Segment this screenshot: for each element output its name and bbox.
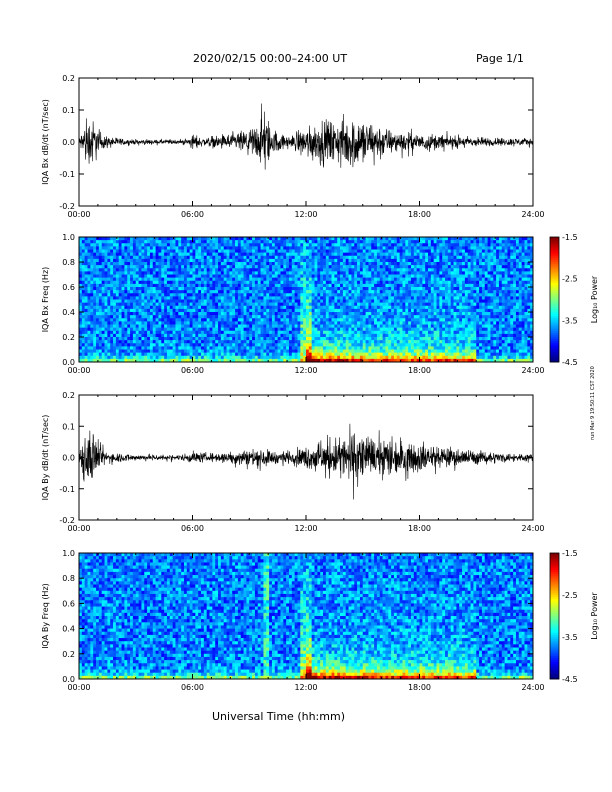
y-tick-label-3-0: 1.0 (62, 549, 75, 558)
run-timestamp: run Mar 9 19:50:11 CST 2020 (590, 366, 596, 440)
colorbar-tick-label-3-2: -3.5 (562, 633, 578, 642)
x-tick-label-1-1: 06:00 (181, 366, 204, 375)
y-tick-label-2-1: 0.1 (62, 422, 75, 431)
spectrogram-cells-3 (79, 553, 534, 680)
x-tick-label-0-2: 12:00 (294, 210, 317, 219)
page-number: Page 1/1 (476, 52, 524, 65)
y-tick-label-2-0: 0.2 (62, 391, 75, 400)
colorbar-label-3: Log₁₀ Power (590, 592, 599, 640)
y-tick-label-3-3: 0.4 (62, 625, 75, 634)
x-tick-label-3-1: 06:00 (181, 683, 204, 692)
y-tick-label-3-5: 0.0 (62, 675, 75, 684)
x-tick-label-0-4: 24:00 (521, 210, 544, 219)
x-tick-label-1-3: 18:00 (408, 366, 431, 375)
x-tick-label-1-0: 00:00 (67, 366, 90, 375)
y-tick-label-3-2: 0.6 (62, 599, 75, 608)
spectrogram-cells-1 (79, 237, 534, 363)
colorbar-tick-label-1-2: -3.5 (562, 316, 578, 325)
y-tick-label-2-2: 0.0 (62, 454, 75, 463)
x-tick-label-3-4: 24:00 (521, 683, 544, 692)
colorbar-frame-3 (549, 552, 560, 680)
y-tick-label-0-2: 0.0 (62, 138, 75, 147)
colorbar-label-1: Log₁₀ Power (590, 275, 599, 323)
y-tick-label-3-4: 0.2 (62, 650, 75, 659)
colorbar-tick-label-3-0: -1.5 (562, 549, 578, 558)
y-tick-label-2-4: -0.2 (59, 516, 75, 525)
y-tick-label-1-3: 0.4 (62, 308, 75, 317)
colorbar-frame-1 (549, 236, 560, 363)
x-tick-label-3-0: 00:00 (67, 683, 90, 692)
x-tick-label-2-0: 00:00 (67, 524, 90, 533)
x-tick-label-2-3: 18:00 (408, 524, 431, 533)
y-tick-label-0-4: -0.2 (59, 202, 75, 211)
colorbar-3 (550, 553, 559, 680)
y-axis-label-2: IQA By dB/dt (nT/sec) (41, 415, 50, 501)
y-axis-label-3: IQA By Freq (Hz) (41, 583, 50, 649)
y-tick-label-1-4: 0.2 (62, 333, 75, 342)
x-tick-label-2-2: 12:00 (294, 524, 317, 533)
x-tick-label-0-0: 00:00 (67, 210, 90, 219)
x-tick-label-0-1: 06:00 (181, 210, 204, 219)
colorbar-tick-label-3-1: -2.5 (562, 591, 578, 600)
colorbar-tick-label-1-0: -1.5 (562, 233, 578, 242)
x-tick-label-1-2: 12:00 (294, 366, 317, 375)
signal-trace-2 (78, 423, 534, 500)
y-axis-label-0: IQA Bx dB/dt (nT/sec) (41, 99, 50, 185)
y-tick-label-1-2: 0.6 (62, 283, 75, 292)
x-tick-label-0-3: 18:00 (408, 210, 431, 219)
x-axis-label: Universal Time (hh:mm) (212, 710, 345, 723)
x-tick-label-2-1: 06:00 (181, 524, 204, 533)
y-tick-label-0-1: 0.1 (62, 106, 75, 115)
colorbar-tick-label-1-3: -4.5 (562, 358, 578, 367)
page-title: 2020/02/15 00:00–24:00 UT (193, 52, 348, 65)
y-tick-label-0-0: 0.2 (62, 74, 75, 83)
x-tick-label-2-4: 24:00 (521, 524, 544, 533)
colorbar-1 (550, 237, 559, 363)
y-tick-label-1-0: 1.0 (62, 233, 75, 242)
y-tick-label-3-1: 0.8 (62, 574, 75, 583)
y-axis-label-1: IQA Bx Freq (Hz) (41, 267, 50, 333)
colorbar-tick-label-1-1: -2.5 (562, 275, 578, 284)
x-tick-label-3-3: 18:00 (408, 683, 431, 692)
colorbar-tick-label-3-3: -4.5 (562, 675, 578, 684)
y-tick-label-1-5: 0.0 (62, 358, 75, 367)
signal-trace-0 (78, 103, 534, 170)
y-tick-label-2-3: -0.1 (59, 485, 75, 494)
x-tick-label-1-4: 24:00 (521, 366, 544, 375)
x-tick-label-3-2: 12:00 (294, 683, 317, 692)
y-tick-label-0-3: -0.1 (59, 170, 75, 179)
y-tick-label-1-1: 0.8 (62, 258, 75, 267)
